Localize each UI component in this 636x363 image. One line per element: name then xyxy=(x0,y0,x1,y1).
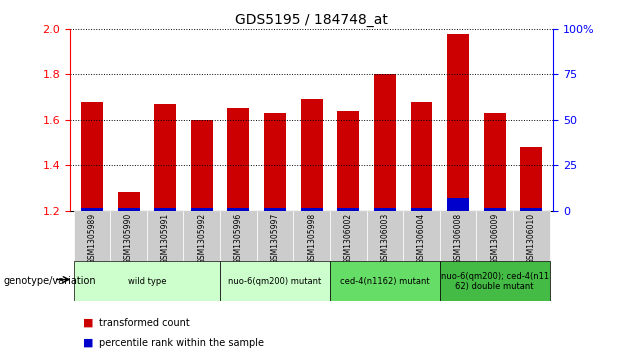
Bar xyxy=(228,109,249,211)
Text: GSM1305996: GSM1305996 xyxy=(234,213,243,264)
Bar xyxy=(257,211,293,261)
Text: GSM1305998: GSM1305998 xyxy=(307,213,316,264)
Text: ■: ■ xyxy=(83,338,93,348)
Bar xyxy=(81,102,103,211)
Bar xyxy=(440,261,550,301)
Text: GSM1305990: GSM1305990 xyxy=(124,213,133,264)
Bar xyxy=(337,111,359,211)
Bar xyxy=(154,104,176,211)
Bar xyxy=(191,120,213,211)
Bar xyxy=(410,102,432,211)
Bar xyxy=(374,74,396,211)
Bar xyxy=(220,211,257,261)
Bar xyxy=(513,211,550,261)
Bar xyxy=(191,208,213,211)
Bar xyxy=(403,211,440,261)
Bar xyxy=(183,211,220,261)
Text: transformed count: transformed count xyxy=(99,318,190,328)
Bar xyxy=(476,211,513,261)
Text: GSM1305991: GSM1305991 xyxy=(161,213,170,264)
Bar xyxy=(484,208,506,211)
Bar xyxy=(154,208,176,211)
Bar xyxy=(118,192,139,211)
Bar xyxy=(337,208,359,211)
Bar xyxy=(440,211,476,261)
Text: nuo-6(qm200); ced-4(n11
62) double mutant: nuo-6(qm200); ced-4(n11 62) double mutan… xyxy=(441,272,549,291)
Bar xyxy=(81,208,103,211)
Bar xyxy=(118,208,139,211)
Bar xyxy=(293,211,330,261)
Bar xyxy=(366,211,403,261)
Bar xyxy=(484,113,506,211)
Text: GSM1306003: GSM1306003 xyxy=(380,213,389,264)
Text: ■: ■ xyxy=(83,318,93,328)
Bar xyxy=(301,99,322,211)
Bar xyxy=(330,211,366,261)
Text: ced-4(n1162) mutant: ced-4(n1162) mutant xyxy=(340,277,430,286)
Text: nuo-6(qm200) mutant: nuo-6(qm200) mutant xyxy=(228,277,322,286)
Bar xyxy=(520,208,543,211)
Bar xyxy=(264,208,286,211)
Bar xyxy=(330,261,440,301)
Bar xyxy=(110,211,147,261)
Text: genotype/variation: genotype/variation xyxy=(3,276,96,286)
Bar xyxy=(447,198,469,211)
Bar xyxy=(374,208,396,211)
Bar xyxy=(410,208,432,211)
Text: GSM1305992: GSM1305992 xyxy=(197,213,206,264)
Bar xyxy=(74,211,110,261)
Text: GSM1306009: GSM1306009 xyxy=(490,213,499,264)
Bar xyxy=(264,113,286,211)
Text: GSM1305989: GSM1305989 xyxy=(87,213,97,264)
Bar xyxy=(220,261,330,301)
Bar xyxy=(520,147,543,211)
Title: GDS5195 / 184748_at: GDS5195 / 184748_at xyxy=(235,13,388,26)
Bar xyxy=(74,261,220,301)
Bar xyxy=(447,33,469,211)
Text: percentile rank within the sample: percentile rank within the sample xyxy=(99,338,263,348)
Text: wild type: wild type xyxy=(128,277,166,286)
Text: GSM1306004: GSM1306004 xyxy=(417,213,426,264)
Text: GSM1306008: GSM1306008 xyxy=(453,213,462,264)
Bar xyxy=(228,208,249,211)
Text: GSM1305997: GSM1305997 xyxy=(270,213,279,264)
Text: GSM1306010: GSM1306010 xyxy=(527,213,536,264)
Text: GSM1306002: GSM1306002 xyxy=(344,213,353,264)
Bar xyxy=(147,211,183,261)
Bar xyxy=(301,208,322,211)
